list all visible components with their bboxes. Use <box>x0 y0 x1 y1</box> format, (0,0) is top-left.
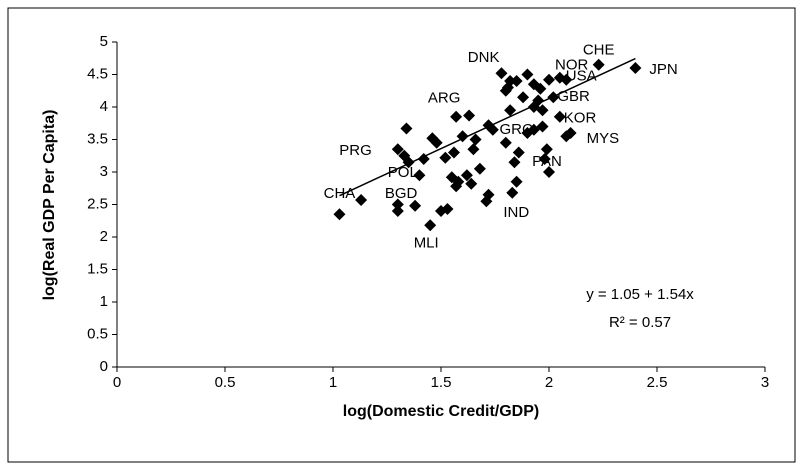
annotation: y = 1.05 + 1.54x <box>586 286 694 303</box>
point <box>469 133 482 146</box>
y-tick-label: 0 <box>100 358 108 375</box>
x-tick-label: 0.5 <box>215 374 236 391</box>
point <box>495 67 508 80</box>
point <box>506 186 519 199</box>
point <box>504 104 517 117</box>
point <box>543 166 555 178</box>
point-label: CHA <box>324 185 356 202</box>
point <box>540 143 553 156</box>
point <box>450 110 463 123</box>
point <box>560 73 573 86</box>
point <box>456 130 469 143</box>
chart-border <box>7 7 796 463</box>
point <box>547 91 560 104</box>
point <box>430 136 443 149</box>
point-label: DNK <box>468 49 500 66</box>
point <box>592 58 605 71</box>
y-tick-label: 3.5 <box>87 130 108 147</box>
point <box>534 82 547 95</box>
point-label: BGD <box>385 185 418 202</box>
y-tick-label: 1 <box>100 293 108 310</box>
x-axis-title: log(Domestic Credit/GDP) <box>343 403 539 420</box>
point <box>391 205 404 217</box>
point <box>532 94 545 107</box>
point <box>629 62 642 74</box>
y-tick-label: 2 <box>100 228 108 245</box>
point <box>441 203 454 216</box>
point <box>508 156 521 169</box>
y-tick-label: 3 <box>100 163 108 180</box>
point <box>391 143 404 156</box>
point <box>400 122 413 135</box>
point <box>510 175 523 188</box>
point-label: PRG <box>339 142 372 159</box>
point <box>543 73 555 86</box>
point <box>417 153 430 165</box>
point-label: POL <box>388 164 418 181</box>
point-label: IND <box>503 204 529 221</box>
point <box>447 146 460 159</box>
y-tick-label: 2.5 <box>87 195 108 212</box>
point-label: PAN <box>532 153 562 170</box>
point <box>536 120 549 133</box>
point-label: NOR <box>555 57 589 74</box>
point <box>538 153 551 165</box>
x-tick-label: 0 <box>113 374 121 391</box>
point <box>510 75 523 87</box>
point <box>467 143 480 156</box>
y-tick-label: 4 <box>100 98 108 115</box>
point <box>482 188 495 201</box>
x-tick-label: 2.5 <box>647 374 668 391</box>
point-label: MLI <box>414 234 439 251</box>
point-label: ARG <box>428 90 461 107</box>
point <box>501 81 514 94</box>
point-label: GBR <box>557 88 590 105</box>
point <box>424 219 437 232</box>
point <box>355 193 368 206</box>
point <box>517 91 530 104</box>
point <box>499 136 512 149</box>
point <box>463 109 476 122</box>
x-tick-label: 3 <box>761 374 769 391</box>
point <box>391 198 404 211</box>
y-tick-label: 0.5 <box>87 325 108 342</box>
point <box>409 199 422 212</box>
point <box>504 75 517 87</box>
annotation: R² = 0.57 <box>609 314 671 331</box>
point <box>512 146 525 159</box>
point-label: JPN <box>649 61 677 78</box>
point <box>402 156 415 169</box>
y-axis-title: log(Real GDP Per Capita) <box>41 110 58 301</box>
point <box>439 151 452 164</box>
point-label: KOR <box>564 110 597 127</box>
point <box>486 123 499 136</box>
point <box>473 162 486 175</box>
point <box>460 169 473 182</box>
y-tick-label: 4.5 <box>87 65 108 82</box>
x-tick-label: 1.5 <box>431 374 452 391</box>
point <box>560 130 573 143</box>
y-tick-label: 1.5 <box>87 260 108 277</box>
point <box>465 177 478 190</box>
point-label: MYS <box>587 130 620 147</box>
point <box>553 110 566 123</box>
x-tick-label: 2 <box>545 374 553 391</box>
point <box>521 68 534 81</box>
point-label: USA <box>566 68 597 85</box>
y-tick-label: 5 <box>100 33 108 50</box>
point <box>452 175 465 188</box>
point-label: CHE <box>583 42 615 59</box>
point <box>333 208 346 221</box>
point <box>413 169 426 182</box>
x-tick-label: 1 <box>329 374 337 391</box>
point <box>536 104 549 117</box>
